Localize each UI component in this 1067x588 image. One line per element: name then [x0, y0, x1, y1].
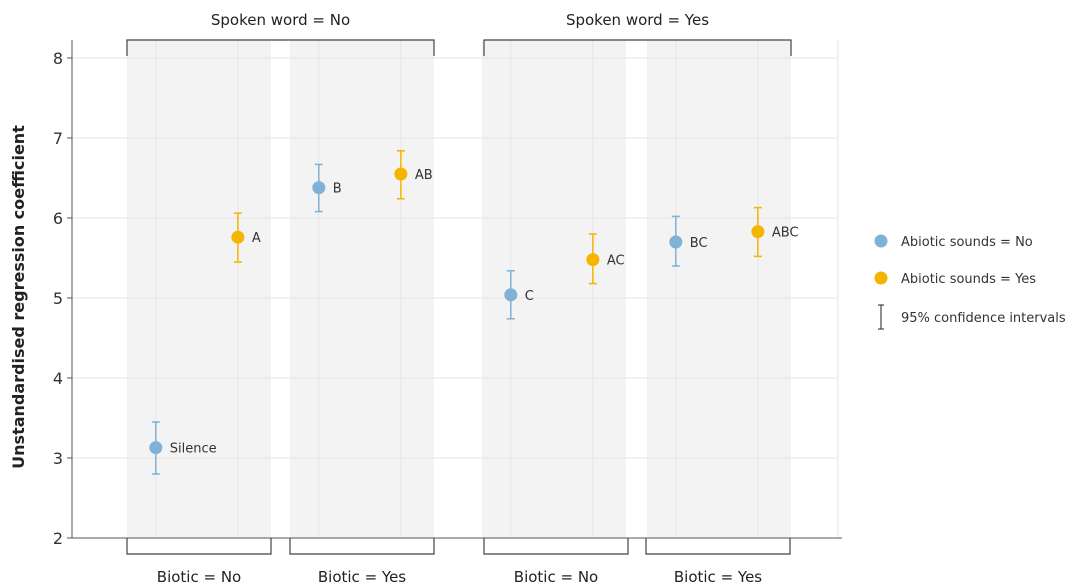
- bottom-facet-bracket: [289, 538, 435, 555]
- data-point: [504, 288, 518, 302]
- y-axis: 2 3 4 5 6 7 8: [53, 40, 842, 548]
- y-tick-label: 3: [53, 449, 63, 468]
- bottom-facet-bracket: [483, 538, 629, 555]
- facet-brackets: Spoken word = No Spoken word = Yes Biotic …: [126, 11, 792, 586]
- data-point: [586, 253, 600, 267]
- y-tick-label: 4: [53, 369, 63, 388]
- point-label: AB: [415, 168, 433, 183]
- data-point: [394, 167, 408, 181]
- data-point: [312, 181, 326, 195]
- bottom-facet-bracket: [126, 538, 272, 555]
- data-point: [149, 441, 163, 455]
- legend-swatch: [874, 234, 888, 248]
- y-tick-label: 5: [53, 289, 63, 308]
- panel-bg-2: [290, 40, 434, 538]
- point-label: A: [252, 231, 261, 246]
- y-tick-label: 8: [53, 49, 63, 68]
- top-facet-label: Spoken word = Yes: [566, 11, 709, 29]
- bottom-facet-label: Biotic = No: [157, 568, 241, 586]
- legend-ci-label: 95% confidence intervals: [901, 311, 1066, 326]
- bottom-facet-label: Biotic = Yes: [674, 568, 762, 586]
- data-point: [231, 230, 245, 244]
- top-facet-bracket: [483, 39, 792, 56]
- top-facet-bracket: [126, 39, 435, 56]
- gridlines: [72, 40, 839, 539]
- top-facet-label: Spoken word = No: [211, 11, 350, 29]
- point-label: ABC: [772, 226, 799, 241]
- data-point: [751, 225, 765, 239]
- legend-label: Abiotic sounds = Yes: [901, 272, 1036, 287]
- y-axis-title: Unstandardised regression coefficient: [9, 125, 28, 469]
- legend: Abiotic sounds = No Abiotic sounds = Yes 9…: [874, 234, 1066, 330]
- legend-swatch: [874, 271, 888, 285]
- y-tick-label: 2: [53, 529, 63, 548]
- panel-bg-1: [127, 40, 271, 538]
- point-label: AC: [607, 254, 625, 269]
- bottom-facet-bracket: [645, 538, 791, 555]
- point-label: B: [333, 182, 342, 197]
- panel-bg-3: [482, 40, 626, 538]
- data-point: [669, 235, 683, 249]
- y-tick-label: 6: [53, 209, 63, 228]
- legend-label: Abiotic sounds = No: [901, 235, 1033, 250]
- bottom-facet-label: Biotic = No: [514, 568, 598, 586]
- point-label: Silence: [170, 442, 217, 457]
- panel-bg-4: [647, 40, 791, 538]
- panel-backgrounds: [127, 40, 791, 538]
- bottom-facet-label: Biotic = Yes: [318, 568, 406, 586]
- point-label: BC: [690, 236, 708, 251]
- point-label: C: [525, 289, 534, 304]
- y-tick-label: 7: [53, 129, 63, 148]
